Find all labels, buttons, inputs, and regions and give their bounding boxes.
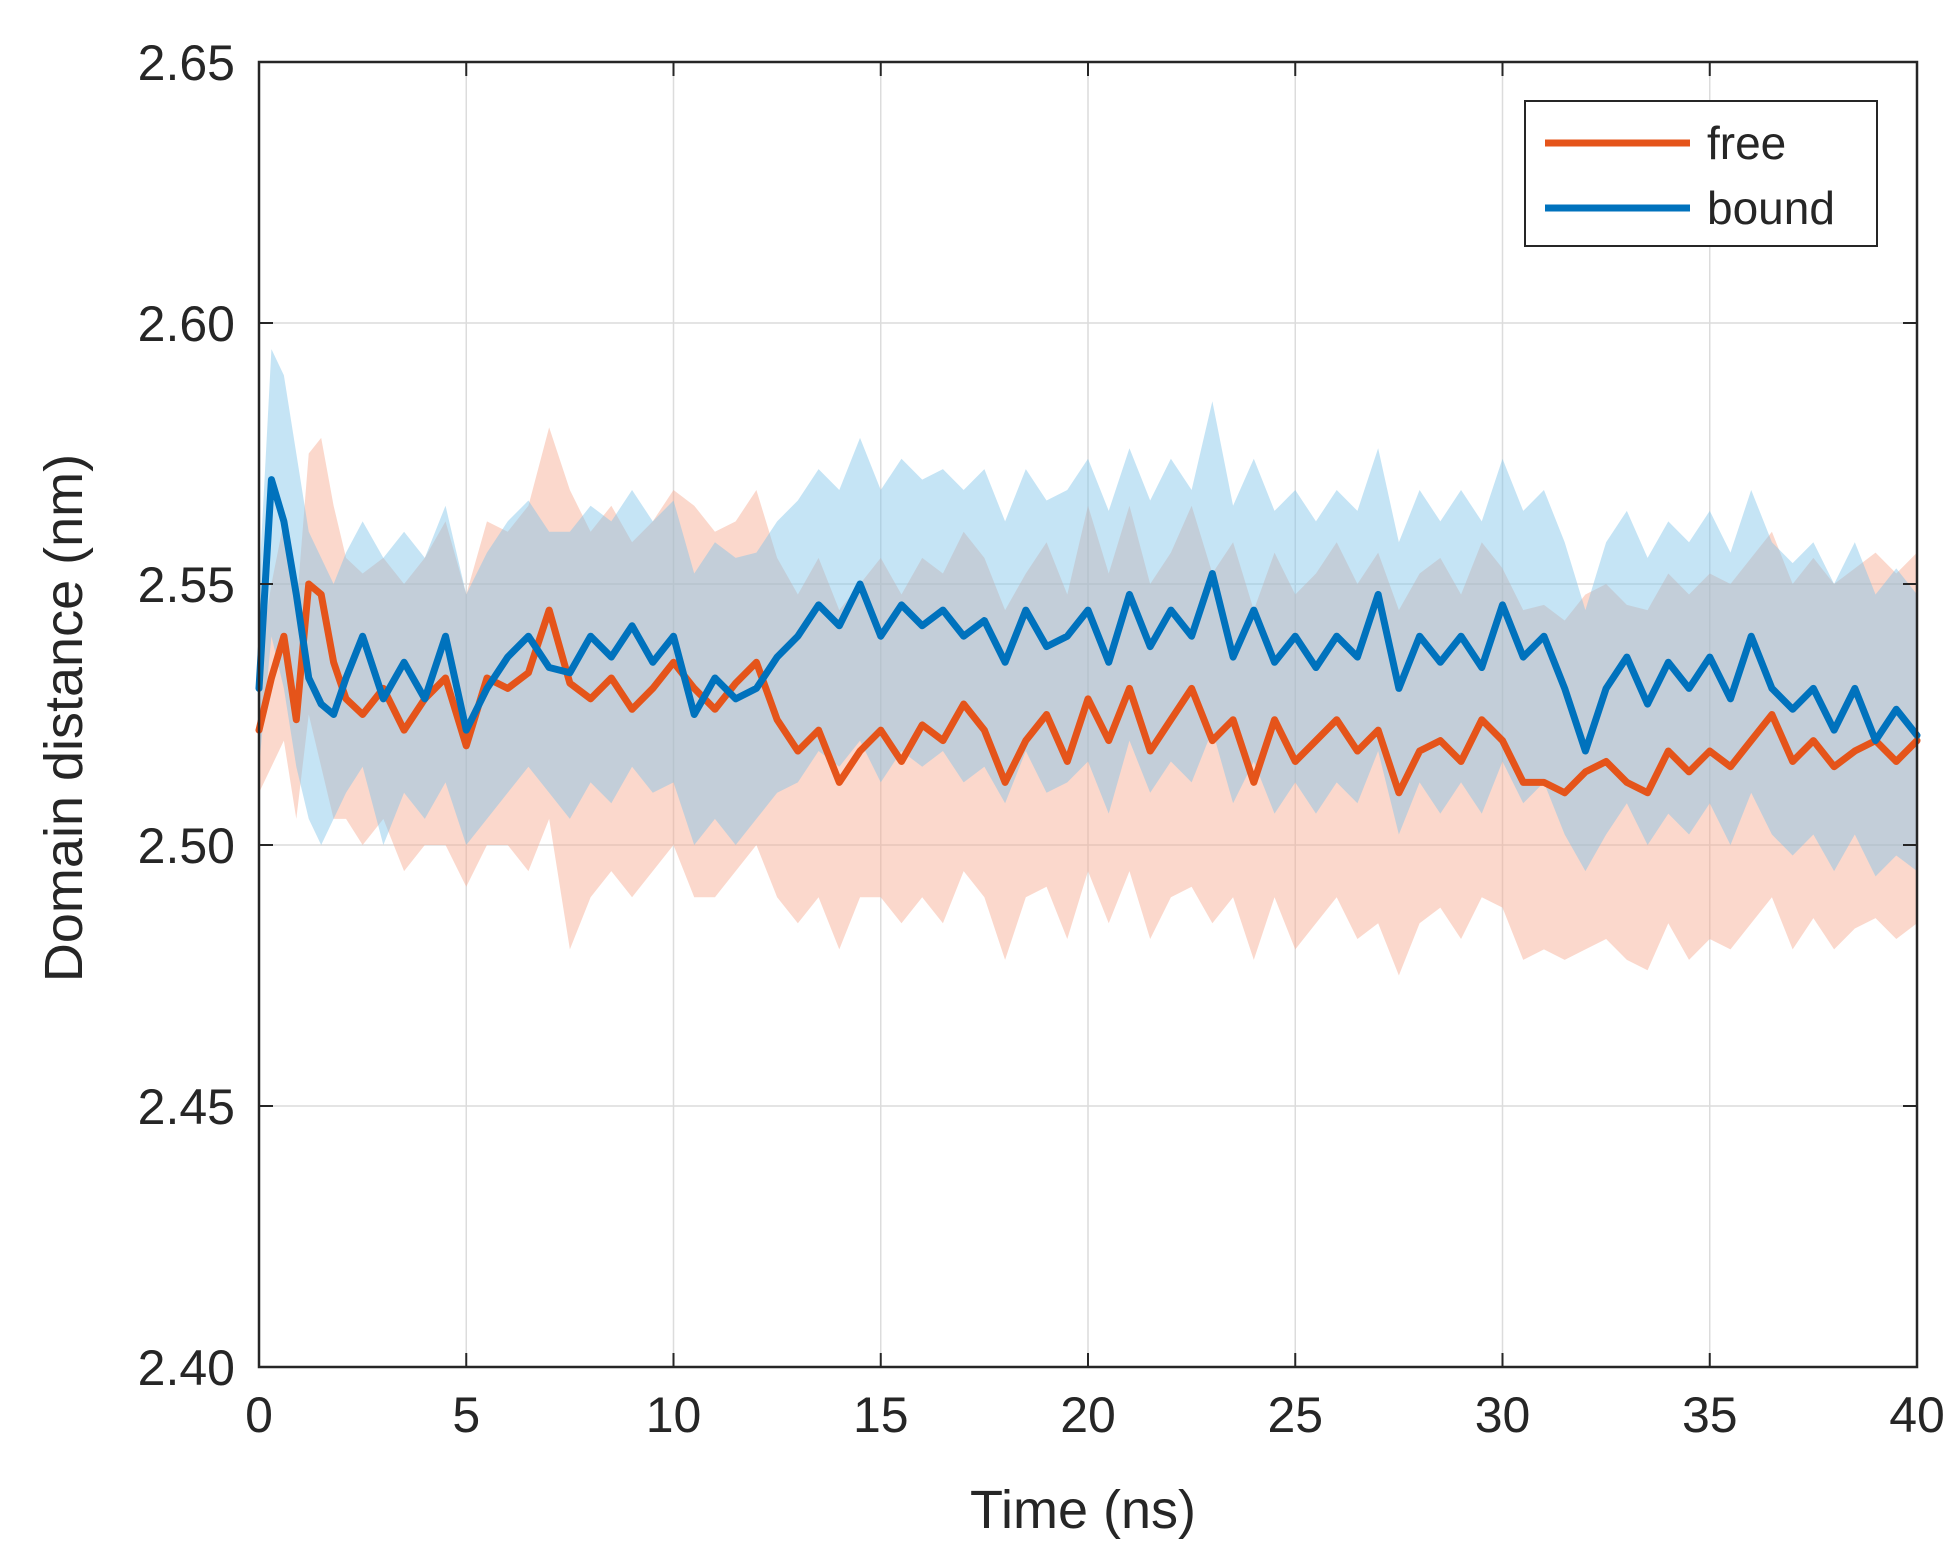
y-axis-title: Domain distance (nm): [34, 454, 94, 982]
x-tick-label: 35: [1682, 1387, 1738, 1443]
tick-labels: 0 5 10 15 20 25 30 35 40 2.40 2.45 2.50 2.55 2.60 2.65: [138, 35, 1945, 1443]
x-tick-label: 40: [1889, 1387, 1945, 1443]
x-tick-label: 10: [646, 1387, 702, 1443]
axes: [257, 60, 1919, 1369]
y-tick-label: 2.50: [138, 818, 235, 874]
y-tick-label: 2.65: [138, 35, 235, 91]
series-lines: [255, 476, 1921, 797]
x-tick-label: 20: [1060, 1387, 1116, 1443]
grid: [259, 62, 1917, 1367]
y-tick-label: 2.45: [138, 1079, 235, 1135]
series-line-bound: [255, 476, 1921, 755]
y-tick-label: 2.40: [138, 1340, 235, 1396]
legend: free bound: [1524, 100, 1878, 247]
x-axis-title: Time (ns): [970, 1480, 1196, 1540]
legend-label-free: free: [1707, 117, 1786, 169]
y-tick-label: 2.60: [138, 296, 235, 352]
x-tick-label: 30: [1475, 1387, 1531, 1443]
legend-label-bound: bound: [1707, 182, 1835, 234]
y-tick-label: 2.55: [138, 557, 235, 613]
x-tick-label: 15: [853, 1387, 909, 1443]
x-tick-label: 5: [452, 1387, 480, 1443]
x-tick-label: 0: [245, 1387, 273, 1443]
x-tick-label: 25: [1267, 1387, 1323, 1443]
legend-box: [1524, 100, 1878, 247]
